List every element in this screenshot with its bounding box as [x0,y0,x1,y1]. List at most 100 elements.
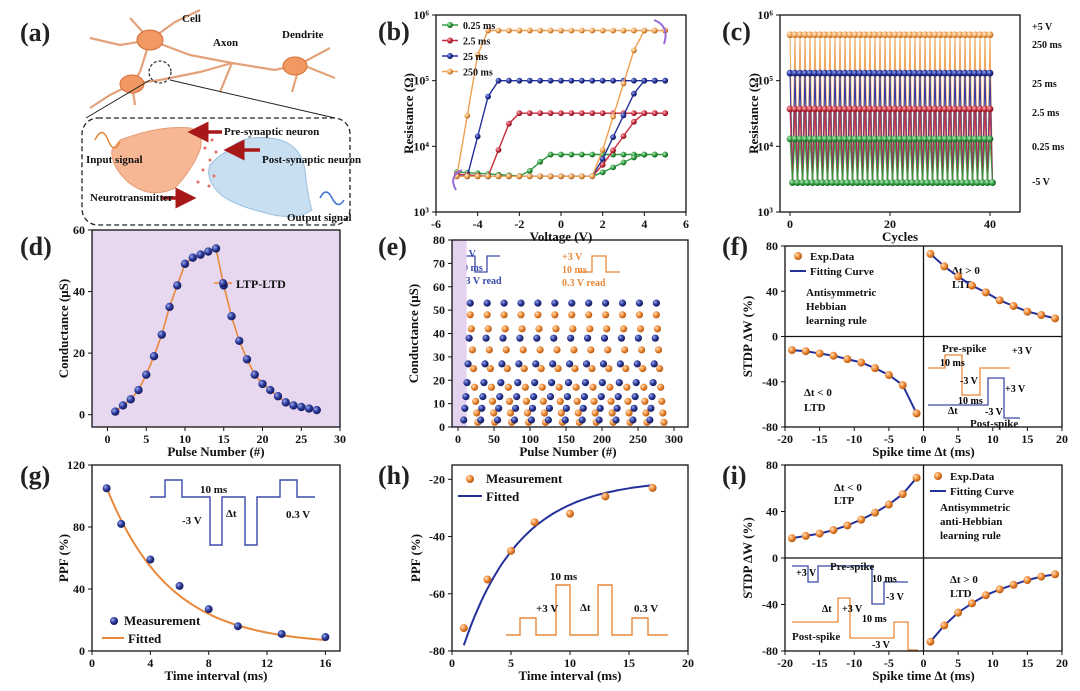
c-hrs-point [836,105,844,113]
c-hrs-point [931,31,939,39]
x-tick-label: 0 [89,656,95,670]
c-hrs-point [961,135,969,143]
e-orange-point [470,383,479,391]
e-blue-point [550,334,558,342]
e-orange-point [505,397,514,405]
c-hrs-point [976,31,984,39]
y-tick-label: 10³ [413,205,429,219]
e-blue-point [549,360,557,368]
x-tick-label: 100 [521,432,539,446]
c-hrs-point [911,135,919,143]
x-tick-label: 20 [884,217,896,231]
f-rule-line3: learning rule [806,315,867,327]
d-data-point [134,385,143,395]
c-hrs-point [976,69,984,77]
e-orange-point [602,311,610,319]
c-lrs-point [974,179,981,187]
e-orange-point [536,346,544,354]
c-hrs-point [866,135,874,143]
panel-label-b: (b) [378,17,410,46]
i-data-point [1009,580,1018,589]
e-orange-point [623,383,631,391]
f-data-point [940,262,949,271]
e-orange-point [657,383,665,391]
c-hrs-point [796,31,804,39]
g-data-point [146,555,155,564]
e-orange-point [659,409,667,417]
b-data-point [578,151,585,158]
c-hrs-point [981,31,989,39]
h-data-point [507,546,515,555]
c-hrs-point [871,105,879,113]
b-data-point [589,110,596,117]
e-orange-point [487,383,496,391]
e-orange-point [590,397,598,405]
c-hrs-point [831,31,839,39]
c-hrs-point [886,105,894,113]
x-tick-label: -5 [884,432,894,446]
e-orange-point [485,346,493,354]
e-orange-point [520,364,528,373]
i-data-point [1037,572,1046,581]
c-hrs-point [826,105,834,113]
b-data-point [620,151,627,158]
c-lrs-point [819,179,826,187]
b-data-point [578,173,585,180]
c-hrs-point [861,105,869,113]
c-hrs-point [851,105,859,113]
y-tick-label: 60 [433,280,445,294]
e-orange-point [588,364,596,373]
i-rule-line3: learning rule [940,530,1001,542]
c-lrs-point [964,179,971,187]
c-hrs-point [976,105,984,113]
f-data-point [954,272,963,281]
x-tick-label: 16 [319,656,331,670]
e-blue-point [613,404,621,412]
b-data-point [651,110,658,117]
e-blue-point [617,334,626,342]
e-blue-point [635,299,644,307]
h-voltage-label: +3 V [536,603,558,615]
e-orange-point [574,409,582,417]
b-data-point [631,154,637,161]
c-hrs-point [971,105,979,113]
b-data-point [537,27,544,34]
b-data-point [662,77,669,84]
i-data-point [926,637,935,646]
b-xlabel: Voltage (V) [530,229,593,244]
c-hrs-point [851,31,859,39]
e-blue-point [633,360,641,368]
f-fitting-curve [791,349,918,414]
g-data-point [321,633,330,642]
axon-label: Axon [213,37,238,49]
x-tick-label: 12 [261,656,273,670]
c-hrs-point [931,69,939,77]
e-blue-point [600,334,609,342]
e-blue-point [517,299,525,307]
c-hrs-point [811,135,819,143]
b-data-point [620,80,627,87]
x-tick-label: -15 [812,656,828,670]
b-data-point [641,27,648,34]
c-lrs-point [789,179,796,187]
c-lrs-point [854,179,861,187]
e-orange-point [502,346,510,354]
d-data-point [180,259,190,269]
f-xlabel: Spike time Δt (ms) [872,444,974,459]
y-tick-label: 10⁶ [413,8,429,22]
e-blue-point [598,378,606,387]
c-hrs-point [936,31,944,39]
d-xlabel: Pulse Number (#) [167,444,264,459]
c-hrs-point [986,69,994,77]
c-lrs-point [889,179,896,187]
e-orange-point [506,409,515,417]
panel-label-d: (d) [20,232,52,261]
c-hrs-point [956,135,964,143]
e-orange-point [642,409,650,417]
b-data-point [631,27,637,34]
e-blue-point [629,416,637,424]
x-tick-label: 30 [334,432,346,446]
c-hrs-point [806,31,814,39]
c-hrs-point [916,135,924,143]
c-hrs-point [941,135,949,143]
